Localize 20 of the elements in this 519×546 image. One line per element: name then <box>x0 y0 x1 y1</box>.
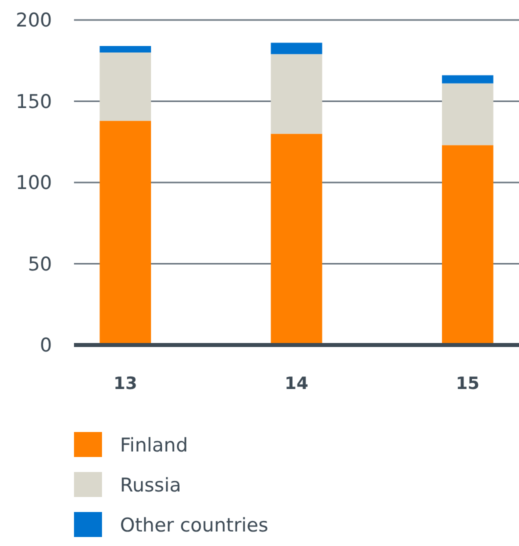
bar <box>100 120 152 345</box>
bar <box>100 52 152 121</box>
bar <box>442 145 494 345</box>
y-tick-label: 150 <box>16 90 52 113</box>
bar <box>270 42 322 54</box>
bar <box>442 75 494 84</box>
y-tick-label: 200 <box>16 10 52 32</box>
legend-label: Other countries <box>120 514 268 537</box>
bar <box>270 134 322 345</box>
x-tick-label: 14 <box>284 374 308 394</box>
y-tick-label: 0 <box>40 334 52 357</box>
legend-label: Finland <box>120 434 188 457</box>
y-tick-label: 100 <box>16 172 52 194</box>
bar <box>100 46 152 52</box>
x-tick-label: 13 <box>114 374 138 394</box>
legend-label: Russia <box>120 474 182 497</box>
x-tick-label: 15 <box>456 374 480 394</box>
bar <box>270 54 322 134</box>
bar <box>442 83 494 146</box>
y-tick-label: 50 <box>28 253 52 276</box>
